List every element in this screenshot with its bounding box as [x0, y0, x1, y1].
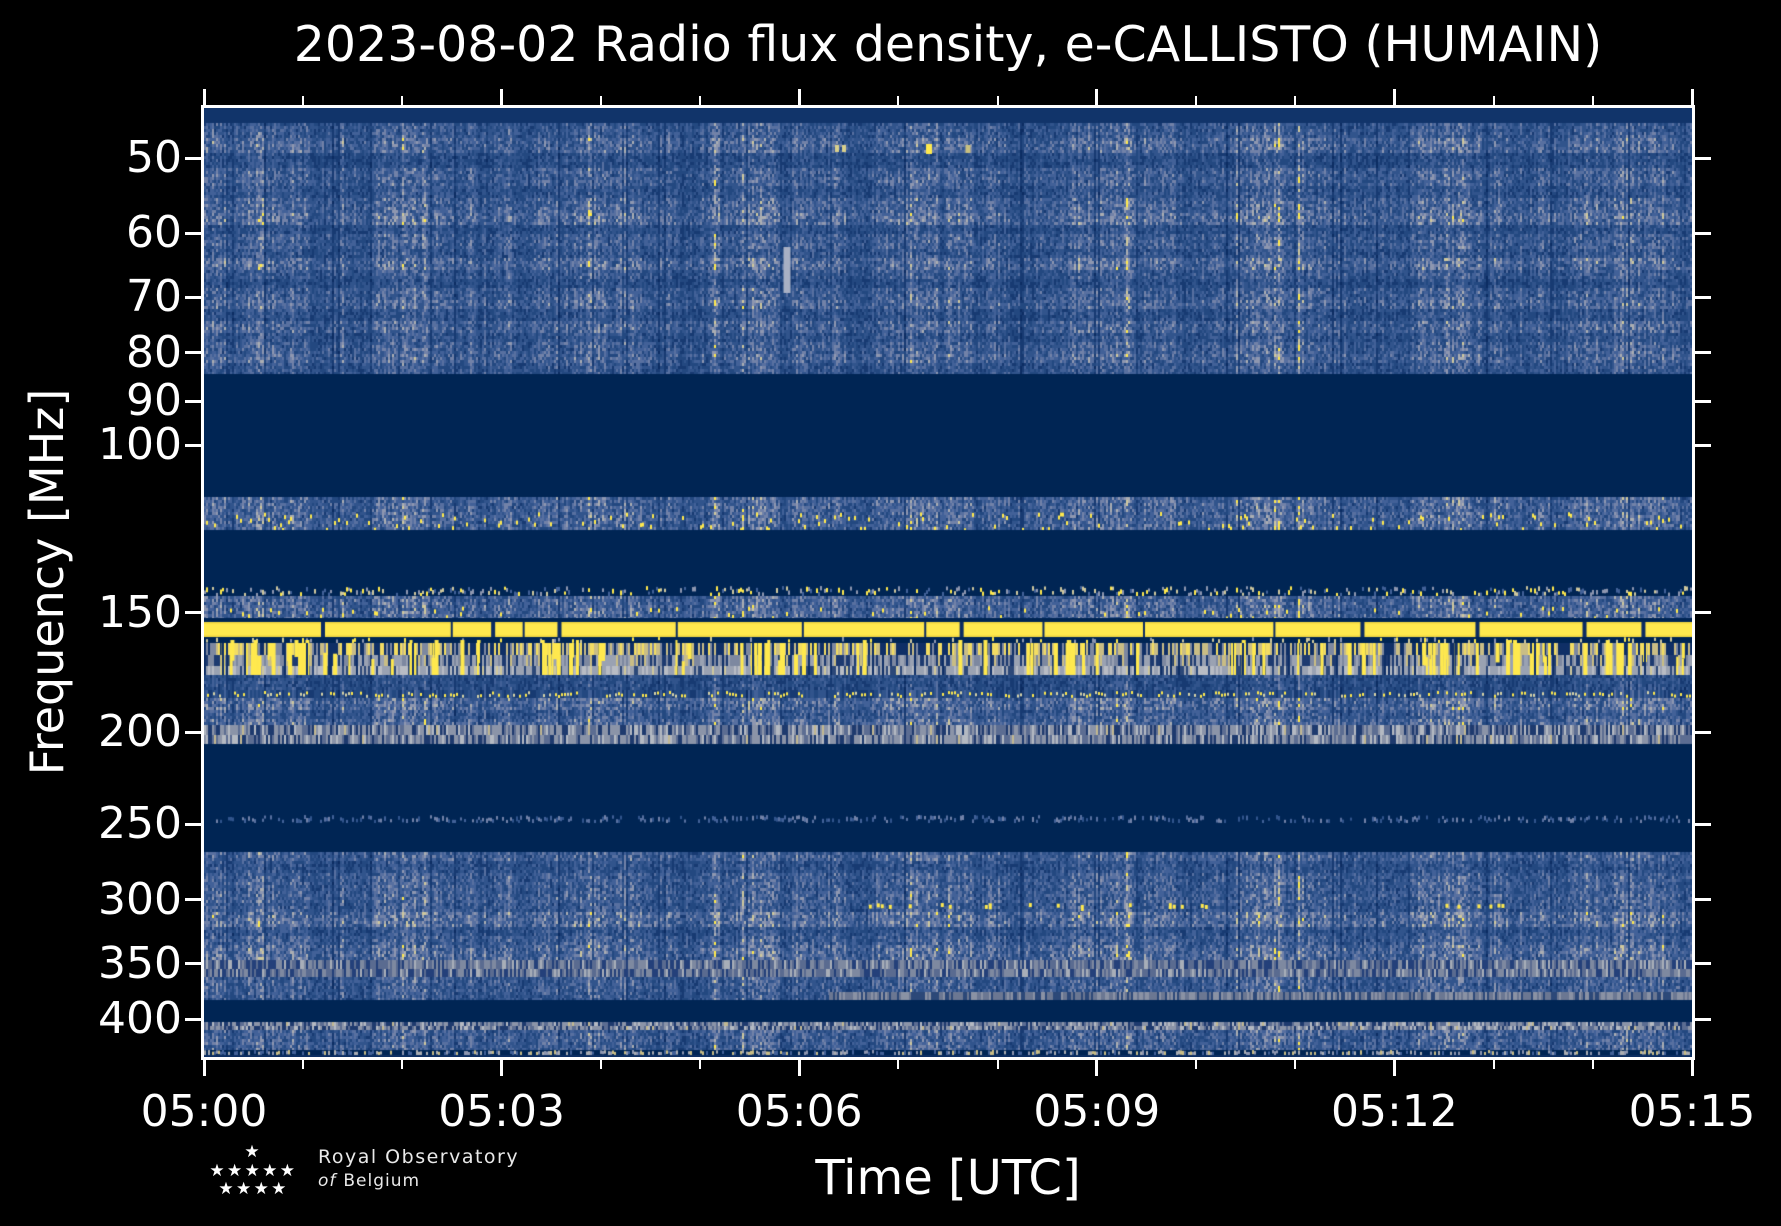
- y-major-tick: [185, 898, 201, 902]
- star-icon: ★: [226, 1161, 243, 1181]
- chart-title: 2023-08-02 Radio flux density, e-CALLIST…: [293, 16, 1603, 73]
- y-major-tick-right: [1695, 295, 1711, 299]
- x-minor-tick: [897, 1060, 900, 1069]
- y-tick-label: 350: [98, 937, 182, 989]
- plot-border: [201, 105, 1695, 1060]
- x-minor-tick-top: [1591, 96, 1594, 105]
- y-tick-label: 70: [126, 271, 182, 323]
- star-icon: ★: [262, 1161, 278, 1181]
- y-major-tick: [185, 231, 201, 235]
- x-major-tick: [1095, 1060, 1099, 1076]
- star-icon: ★: [244, 1142, 260, 1162]
- y-major-tick: [185, 295, 201, 299]
- x-minor-tick-top: [1294, 96, 1297, 105]
- star-icon: ★: [271, 1179, 287, 1199]
- y-major-tick-right: [1695, 399, 1711, 403]
- y-major-tick-right: [1695, 156, 1711, 160]
- y-major-tick-right: [1695, 443, 1711, 447]
- x-minor-tick: [996, 1060, 999, 1069]
- y-major-tick-right: [1695, 898, 1711, 902]
- y-major-tick: [185, 730, 201, 734]
- x-tick-label: 05:03: [438, 1086, 565, 1137]
- y-tick-label: 150: [98, 586, 182, 638]
- y-major-tick: [185, 399, 201, 403]
- star-icon: ★: [235, 1179, 252, 1199]
- rob-logo-text-line1: Royal Observatory: [318, 1146, 520, 1168]
- x-minor-tick-top: [699, 96, 701, 105]
- x-tick-label: 05:06: [735, 1086, 863, 1137]
- x-minor-tick-top: [996, 96, 999, 105]
- star-icon: ★: [279, 1161, 296, 1181]
- x-tick-label: 05:09: [1033, 1086, 1161, 1137]
- y-tick-label: 250: [98, 798, 182, 850]
- x-major-tick: [797, 1060, 801, 1076]
- x-tick-label: 05:12: [1330, 1086, 1458, 1137]
- star-icon: ★: [244, 1161, 260, 1181]
- star-icon: ★: [218, 1179, 234, 1199]
- y-axis-label: Frequency [MHz]: [20, 388, 74, 776]
- x-minor-tick: [1492, 1060, 1495, 1069]
- rob-logo-belgium: Belgium: [343, 1171, 421, 1191]
- y-major-tick-right: [1695, 611, 1711, 615]
- y-tick-label: 80: [126, 326, 182, 378]
- y-major-tick: [185, 351, 201, 355]
- y-major-tick: [185, 962, 201, 966]
- x-minor-tick-top: [1492, 96, 1495, 105]
- y-major-tick: [185, 611, 201, 615]
- x-major-tick: [202, 1060, 206, 1076]
- y-tick-label: 200: [98, 706, 182, 757]
- x-minor-tick-top: [401, 96, 404, 105]
- y-tick-label: 300: [98, 873, 182, 925]
- x-minor-tick: [302, 1060, 305, 1069]
- y-major-tick-right: [1695, 822, 1711, 826]
- y-major-tick-right: [1695, 231, 1711, 235]
- spectrogram-heatmap: [204, 108, 1692, 1057]
- x-major-tick-top: [1095, 89, 1099, 105]
- y-major-tick-right: [1695, 1017, 1711, 1021]
- x-minor-tick: [599, 1060, 602, 1069]
- x-minor-tick-top: [1195, 96, 1197, 105]
- x-minor-tick: [699, 1060, 701, 1069]
- x-major-tick-top: [1690, 89, 1694, 105]
- x-tick-label: 05:15: [1628, 1086, 1756, 1137]
- x-minor-tick-top: [599, 96, 602, 105]
- y-tick-label: 90: [126, 375, 182, 427]
- x-minor-tick: [401, 1060, 404, 1069]
- rob-logo-text-line2: of Belgium: [318, 1171, 420, 1191]
- x-major-tick: [500, 1060, 504, 1076]
- y-tick-label: 400: [98, 993, 182, 1044]
- x-major-tick-top: [500, 89, 504, 105]
- x-major-tick-top: [797, 89, 801, 105]
- x-minor-tick-top: [897, 96, 900, 105]
- star-icon: ★: [253, 1179, 269, 1199]
- x-minor-tick-top: [302, 96, 305, 105]
- x-minor-tick: [1294, 1060, 1297, 1069]
- star-icon: ★: [209, 1161, 225, 1181]
- y-major-tick-right: [1695, 351, 1711, 355]
- y-major-tick: [185, 1017, 201, 1021]
- y-tick-label: 100: [98, 419, 182, 470]
- x-minor-tick: [1591, 1060, 1594, 1069]
- x-axis-label: Time [UTC]: [815, 1150, 1081, 1206]
- x-major-tick-top: [1392, 89, 1396, 105]
- y-major-tick-right: [1695, 962, 1711, 966]
- x-major-tick-top: [202, 89, 206, 105]
- y-major-tick: [185, 443, 201, 447]
- y-major-tick: [185, 156, 201, 160]
- rob-logo-of: of: [318, 1171, 337, 1191]
- x-major-tick: [1690, 1060, 1694, 1076]
- x-minor-tick: [1195, 1060, 1197, 1069]
- y-tick-label: 50: [126, 132, 182, 183]
- x-major-tick: [1392, 1060, 1396, 1076]
- y-tick-label: 60: [126, 207, 182, 259]
- y-major-tick: [185, 822, 201, 826]
- y-major-tick-right: [1695, 730, 1711, 734]
- x-tick-label: 05:00: [140, 1086, 268, 1137]
